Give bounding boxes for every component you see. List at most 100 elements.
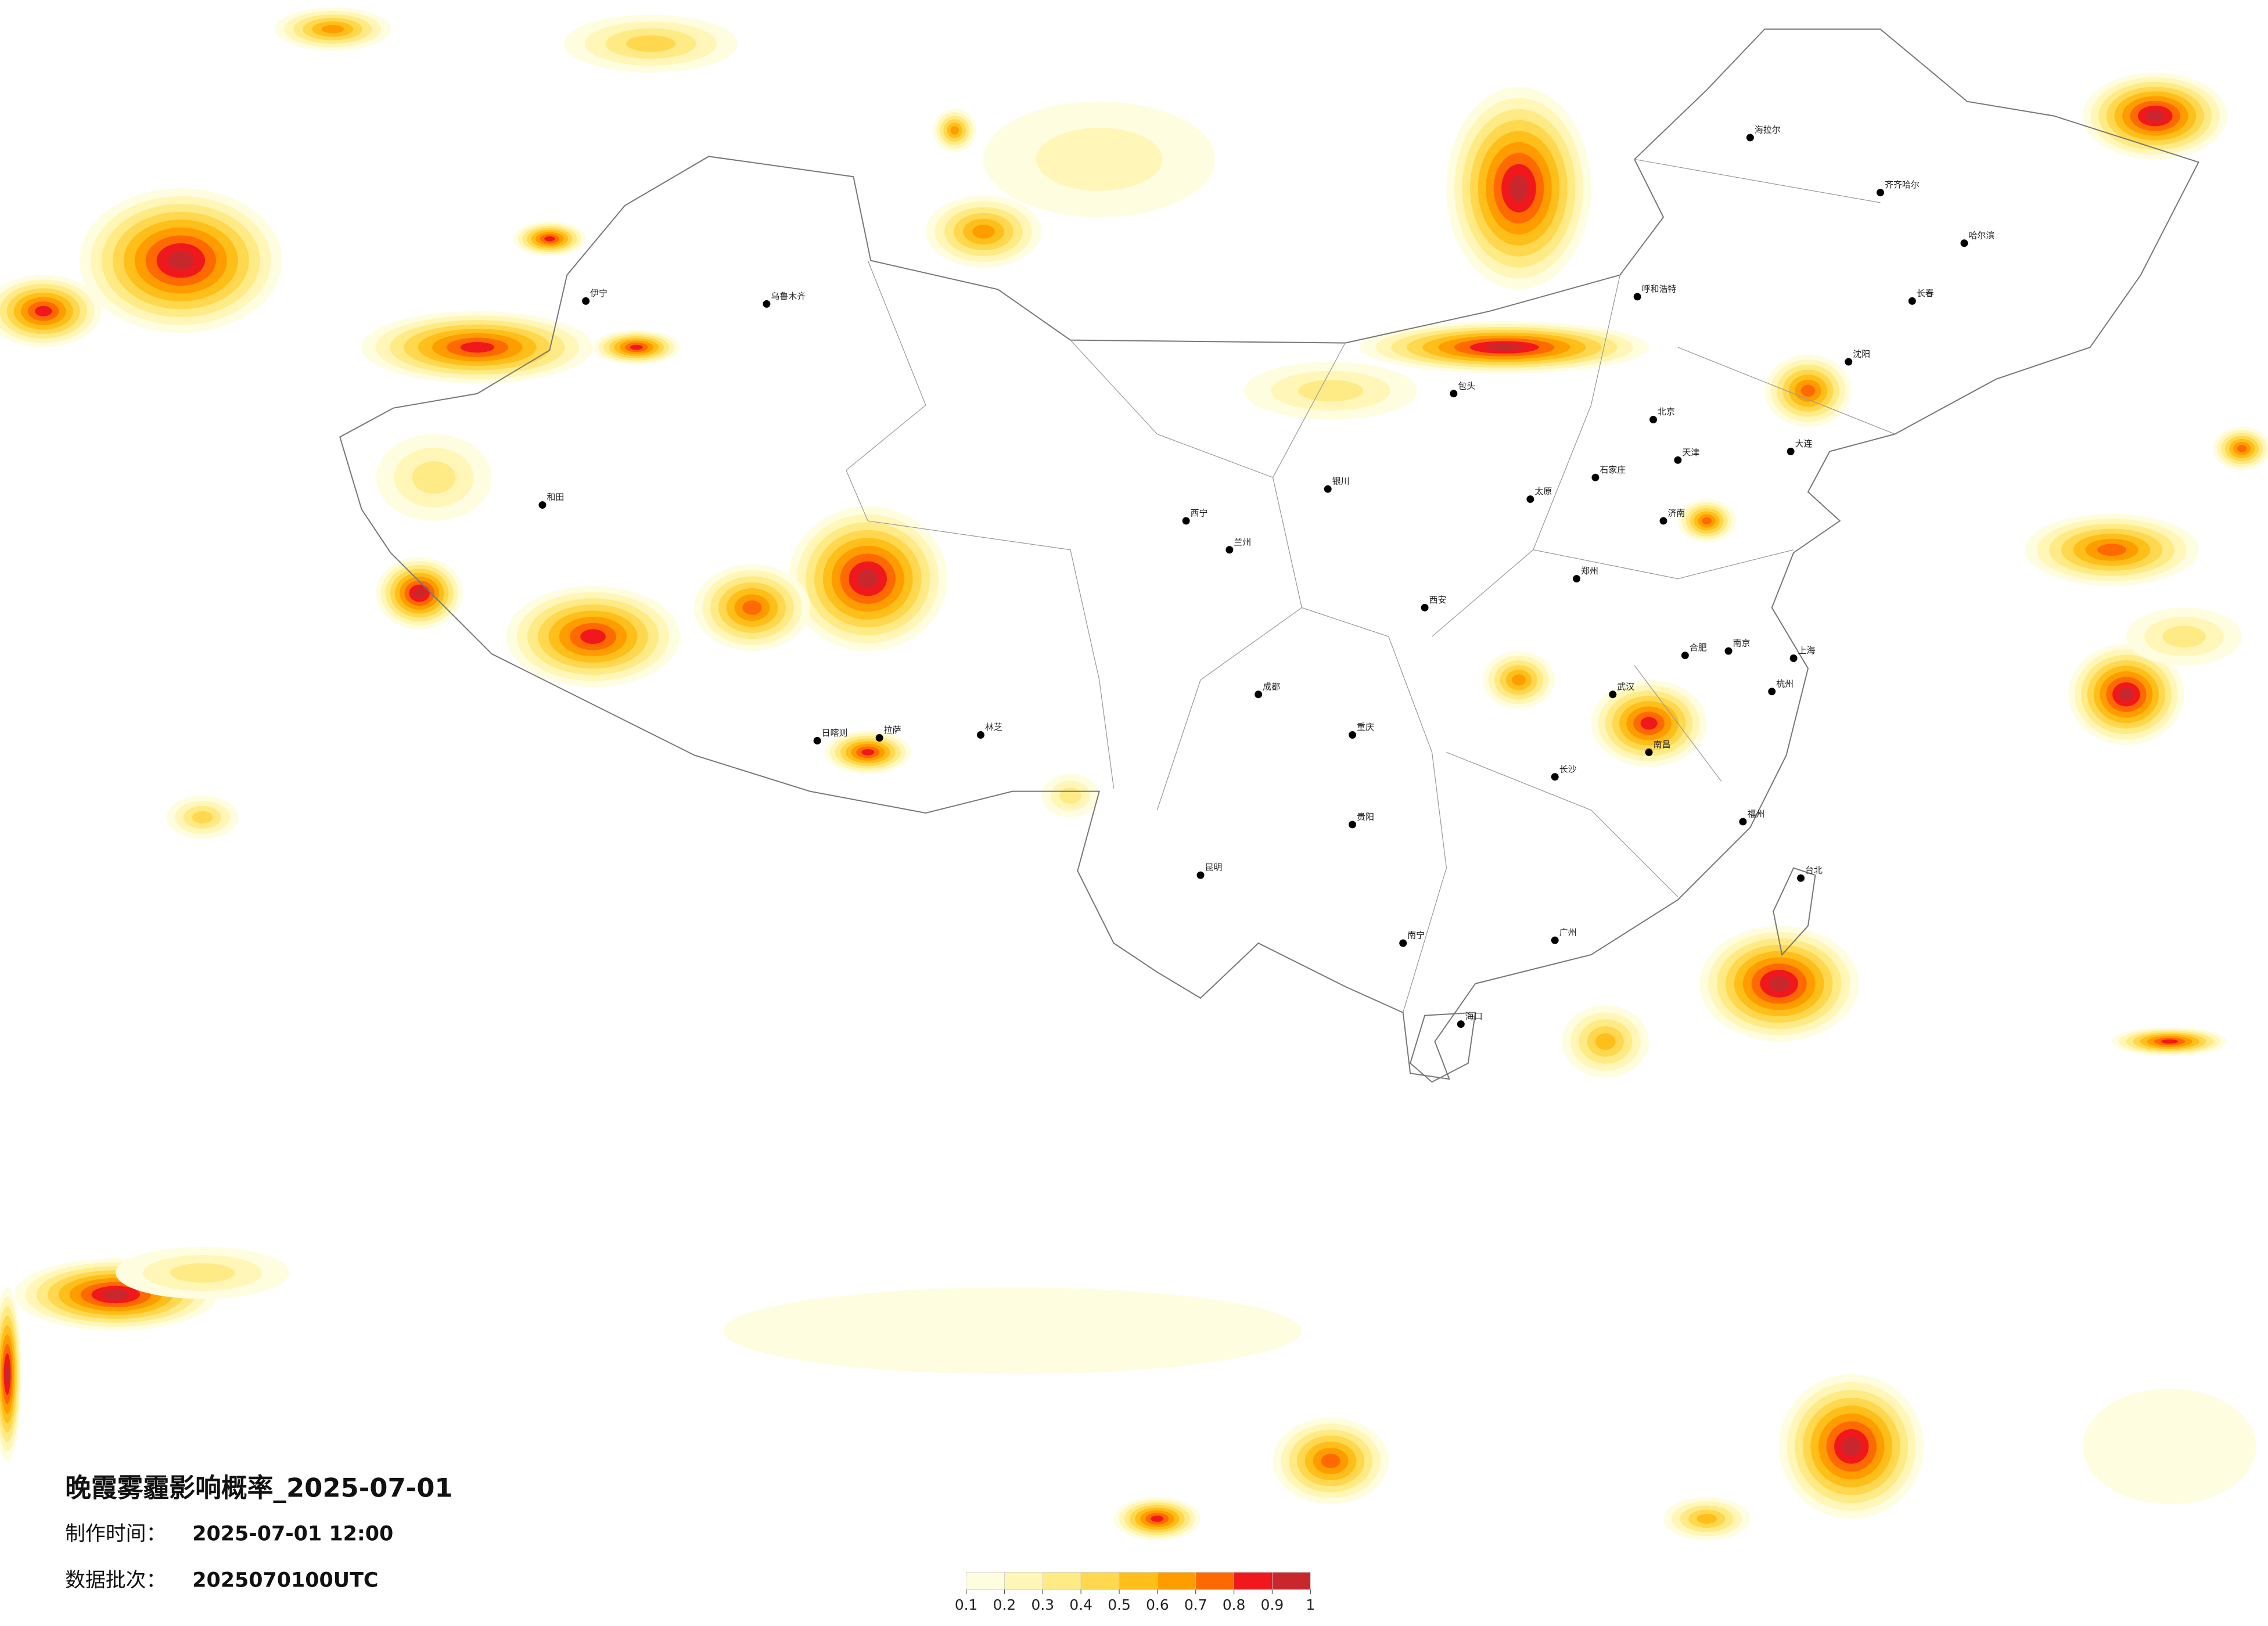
haze-patch (1842, 1437, 1861, 1456)
haze-patch (950, 126, 959, 135)
city-dot (1960, 239, 1968, 247)
city-label: 武汉 (1617, 681, 1634, 692)
haze-patch (723, 1287, 1302, 1375)
city-label: 广州 (1559, 927, 1577, 938)
colorbar-cell (1119, 1572, 1158, 1590)
city-label: 乌鲁木齐 (771, 291, 806, 301)
city-dot (1674, 456, 1682, 464)
map-title: 晚霞雾霾影响概率_2025-07-01 (65, 1473, 453, 1503)
city-label: 和田 (547, 492, 564, 502)
city-dot (1797, 874, 1805, 882)
city-label: 郑州 (1581, 566, 1598, 576)
colorbar: 0.1 0.2 0.3 0.4 0.5 0.6 0.7 0.8 0.9 1 (955, 1572, 1315, 1613)
colorbar-cell (1080, 1572, 1120, 1590)
city-label: 昆明 (1205, 862, 1223, 873)
haze-patch (2162, 625, 2206, 647)
colorbar-cell (1234, 1572, 1273, 1590)
city-label: 太原 (1534, 486, 1552, 497)
city-dot (1633, 293, 1641, 301)
colorbar-cell (1272, 1572, 1311, 1590)
haze-patch (1640, 717, 1658, 730)
colorbar-label: 0.8 (1223, 1596, 1246, 1613)
haze-patch (1702, 517, 1712, 525)
haze-patch (1298, 380, 1364, 402)
city-dot (1349, 731, 1357, 739)
haze-patch (1036, 127, 1163, 191)
city-dot (1526, 495, 1534, 503)
colorbar-label: 0.5 (1108, 1596, 1131, 1613)
colorbar-cell (1004, 1572, 1043, 1590)
colorbar-label: 0.7 (1184, 1596, 1207, 1613)
haze-patch (167, 251, 195, 270)
haze-patch (2237, 445, 2247, 452)
haze-patch (5, 1362, 9, 1386)
colorbar-label: 0.2 (993, 1596, 1016, 1613)
haze-patch (460, 341, 494, 353)
haze-patch (1485, 344, 1523, 351)
city-label: 贵阳 (1357, 811, 1374, 822)
city-dot (1457, 1020, 1465, 1028)
colorbar-cell (1042, 1572, 1081, 1590)
haze-patch (2118, 688, 2134, 702)
haze-patch (580, 629, 606, 644)
city-label: 海口 (1465, 1011, 1483, 1021)
city-dot (763, 300, 771, 308)
haze-patch (2097, 544, 2126, 556)
city-dot (1746, 134, 1754, 142)
city-dot (1573, 575, 1581, 583)
city-dot (1349, 821, 1357, 829)
city-label: 拉萨 (884, 725, 901, 735)
city-dot (875, 734, 883, 742)
city-label: 北京 (1658, 406, 1675, 417)
city-dot (1196, 871, 1205, 879)
city-label: 银川 (1332, 476, 1350, 487)
city-label: 石家庄 (1600, 465, 1626, 475)
haze-patch (35, 305, 52, 316)
city-label: 台北 (1805, 865, 1823, 876)
city-dot (1739, 818, 1747, 826)
city-dot (1681, 652, 1689, 660)
city-label: 长春 (1917, 288, 1934, 298)
haze-patch (1800, 384, 1816, 397)
haze-patch (1769, 976, 1790, 991)
haze-patch (972, 224, 995, 239)
city-label: 成都 (1263, 681, 1280, 692)
city-label: 济南 (1667, 508, 1685, 518)
city-label: 日喀则 (822, 728, 848, 738)
city-dot (1324, 485, 1332, 493)
haze-patch (2083, 1388, 2257, 1505)
city-label: 南昌 (1654, 739, 1671, 750)
haze-patch (1321, 1454, 1340, 1469)
taiwan-outline (1773, 867, 1816, 956)
batch-label: 数据批次： (65, 1569, 166, 1592)
city-dot (1789, 654, 1798, 662)
city-label: 南宁 (1407, 930, 1425, 941)
city-dot (1845, 358, 1853, 366)
haze-patch (1511, 674, 1526, 686)
city-label: 西安 (1429, 595, 1447, 605)
city-label: 呼和浩特 (1642, 283, 1677, 294)
colorbar-label: 0.3 (1031, 1596, 1055, 1613)
city-label: 哈尔滨 (1968, 230, 1994, 240)
colorbar-cell (1195, 1572, 1234, 1590)
haze-patch (1151, 1515, 1164, 1522)
city-label: 杭州 (1776, 678, 1793, 689)
colorbar-label: 0.4 (1069, 1596, 1092, 1613)
city-label: 上海 (1798, 645, 1816, 656)
city-dot (1450, 390, 1458, 398)
city-dot (538, 501, 547, 509)
city-dot (1768, 688, 1776, 696)
city-label: 沈阳 (1853, 349, 1870, 359)
city-dot (1645, 748, 1653, 756)
colorbar-label: 0.6 (1146, 1596, 1169, 1613)
city-label: 伊宁 (590, 288, 608, 298)
haze-patch (1595, 1033, 1616, 1050)
haze-patch (861, 749, 875, 756)
city-dot (1225, 546, 1234, 554)
city-label: 大连 (1795, 438, 1813, 449)
haze-patch (2145, 110, 2165, 122)
